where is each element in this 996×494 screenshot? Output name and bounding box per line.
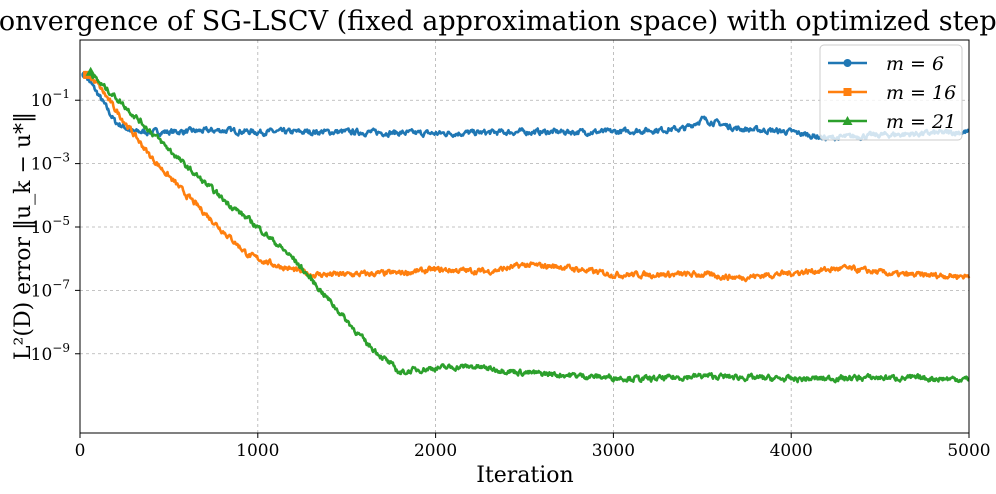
x-tick-label: 4000 [770, 441, 813, 461]
x-tick-label: 5000 [947, 441, 990, 461]
x-tick-label: 1000 [236, 441, 279, 461]
x-tick-label: 2000 [414, 441, 457, 461]
plot-frame [79, 39, 970, 434]
x-axis-ticks: 0 1000 2000 3000 4000 5000 [75, 433, 991, 461]
legend-label: m = 21 [886, 111, 956, 133]
legend-marker [843, 88, 852, 96]
y-tick-label: 10−3 [31, 151, 70, 175]
legend-marker [843, 59, 852, 67]
y-tick-label: 10−5 [31, 214, 70, 238]
legend-marker [842, 116, 853, 125]
legend-box [819, 44, 963, 141]
y-axis-ticks: 10−1 10−3 10−5 10−7 10−9 [31, 87, 80, 365]
legend-label: m = 6 [886, 53, 944, 75]
x-tick-label: 0 [75, 441, 86, 461]
series-marker [85, 66, 96, 76]
legend: m = 6 m = 16 m = 21 [819, 44, 963, 141]
legend-label: m = 16 [886, 82, 956, 104]
series-line-2 [85, 73, 971, 283]
y-tick-label: 10−7 [31, 277, 70, 301]
y-tick-label: 10−1 [31, 87, 70, 111]
y-axis-label: L²(D) error ‖u_k − u*‖ [11, 112, 36, 360]
x-axis-label: Iteration [476, 463, 573, 488]
chart-title: Convergence of SG-LSCV (fixed approximat… [0, 6, 996, 37]
series-line-3 [89, 70, 970, 384]
x-tick-label: 3000 [592, 441, 635, 461]
y-tick-label: 10−9 [31, 341, 70, 365]
